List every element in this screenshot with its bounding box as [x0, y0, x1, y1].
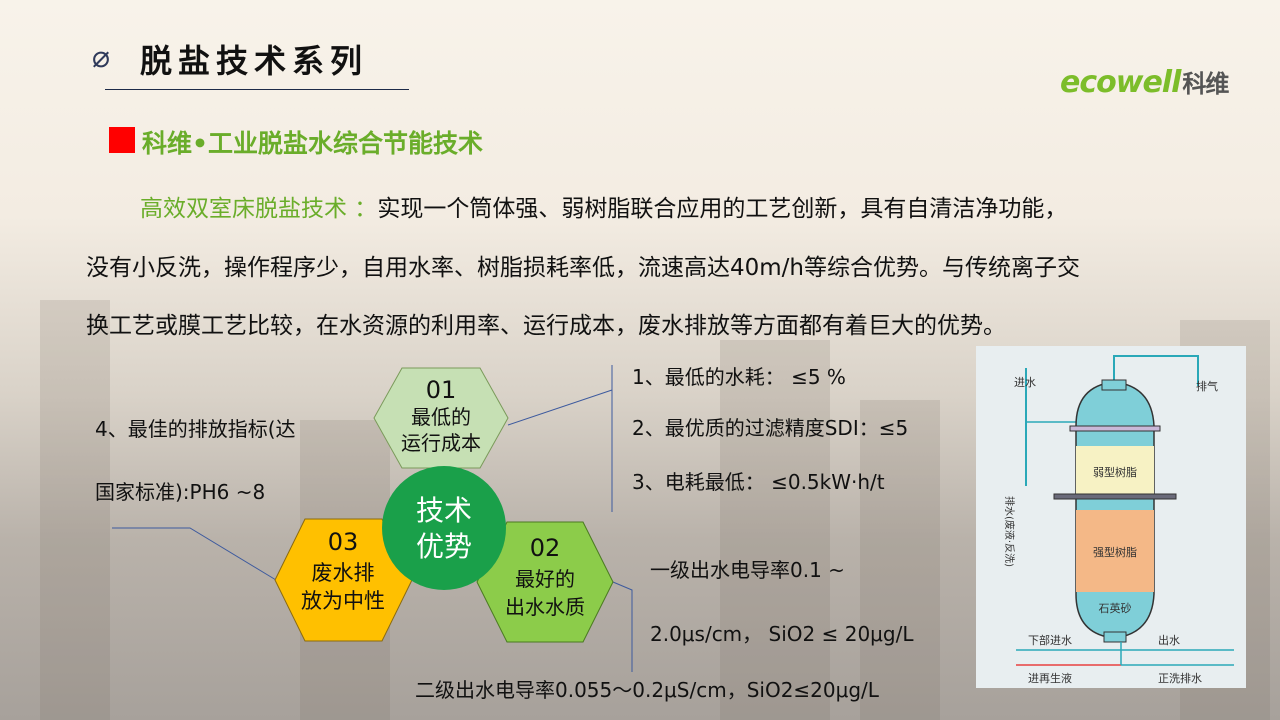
- title-divider: [105, 89, 409, 90]
- hex1-num: 01: [426, 376, 457, 404]
- diagram-regen-inlet: 进再生液: [1028, 671, 1072, 685]
- diagram-drain: 排水(废液·反洗): [1003, 496, 1016, 567]
- point-2: 2、最优质的过滤精度SDI：≤5: [632, 416, 909, 440]
- logo: ecowell科维: [1060, 65, 1229, 100]
- paragraph-line-1: 高效双室床脱盐技术 ：实现一个筒体强、弱树脂联合应用的工艺创新，具有自清洁净功能…: [140, 196, 1068, 222]
- point-4-line1: 4、最佳的排放指标(达: [95, 417, 296, 441]
- diagram-bottom-inlet: 下部进水: [1028, 633, 1072, 647]
- paragraph-line-2: 没有小反洗，操作程序少，自用水率、树脂损耗率低，流速高达40m/h等综合优势。与…: [86, 255, 1080, 281]
- hex2-line1: 最好的: [515, 567, 575, 591]
- subtitle-marker: [109, 127, 135, 153]
- background-building: [40, 300, 110, 720]
- hex1-line2: 运行成本: [401, 431, 481, 455]
- hex-01: [373, 367, 509, 469]
- bed-diagram: 进水 排气 排水(废液·反洗) 弱型树脂 强型树脂 石英砂 下部进水 出水 进再…: [976, 346, 1246, 688]
- quality-line2: 2.0μs/cm， SiO2 ≤ 20μg/L: [650, 622, 914, 646]
- center-circle: [382, 466, 506, 590]
- diagram-outlet: 出水: [1158, 633, 1180, 647]
- paragraph-line-3: 换工艺或膜工艺比较，在水资源的利用率、运行成本，废水排放等方面都有着巨大的优势。: [86, 313, 1006, 339]
- subtitle: 科维•工业脱盐水综合节能技术: [142, 129, 483, 158]
- center-line1: 技术: [416, 494, 472, 527]
- diagram-weak-resin: 弱型树脂: [1093, 465, 1137, 479]
- background-building: [860, 400, 940, 720]
- hex-02: [476, 521, 614, 643]
- connector-line: [612, 581, 633, 672]
- background-building: [720, 340, 830, 720]
- point-3: 3、电耗最低： ≤0.5kW·h/t: [632, 470, 885, 494]
- hex1-line1: 最低的: [411, 405, 471, 429]
- hex3-line2: 放为中性: [301, 589, 385, 613]
- hex3-num: 03: [328, 528, 359, 556]
- point-4-line2: 国家标准):PH6 ~8: [95, 480, 266, 504]
- hex2-line2: 出水水质: [505, 595, 585, 619]
- diagram-vent: 排气: [1196, 379, 1218, 393]
- center-line2: 优势: [416, 530, 472, 563]
- diagram-strong-resin: 强型树脂: [1093, 545, 1137, 559]
- hex3-line1: 废水排: [312, 561, 375, 585]
- quality-line3: 二级出水电导率0.055～0.2μS/cm，SiO2≤20μg/L: [415, 678, 879, 702]
- diagram-quartz: 石英砂: [1099, 601, 1132, 615]
- connector-line: [112, 527, 277, 581]
- connector-line: [507, 389, 613, 426]
- diagram-inlet: 进水: [1014, 376, 1036, 389]
- diameter-symbol-icon: ⌀: [92, 40, 111, 75]
- point-1: 1、最低的水耗： ≤5 %: [632, 365, 846, 389]
- page-title: 脱盐技术系列: [140, 42, 369, 80]
- diagram-rinse-drain: 正洗排水: [1158, 671, 1202, 685]
- hex2-num: 02: [530, 534, 561, 562]
- quality-line1: 一级出水电导率0.1 ~: [650, 558, 845, 582]
